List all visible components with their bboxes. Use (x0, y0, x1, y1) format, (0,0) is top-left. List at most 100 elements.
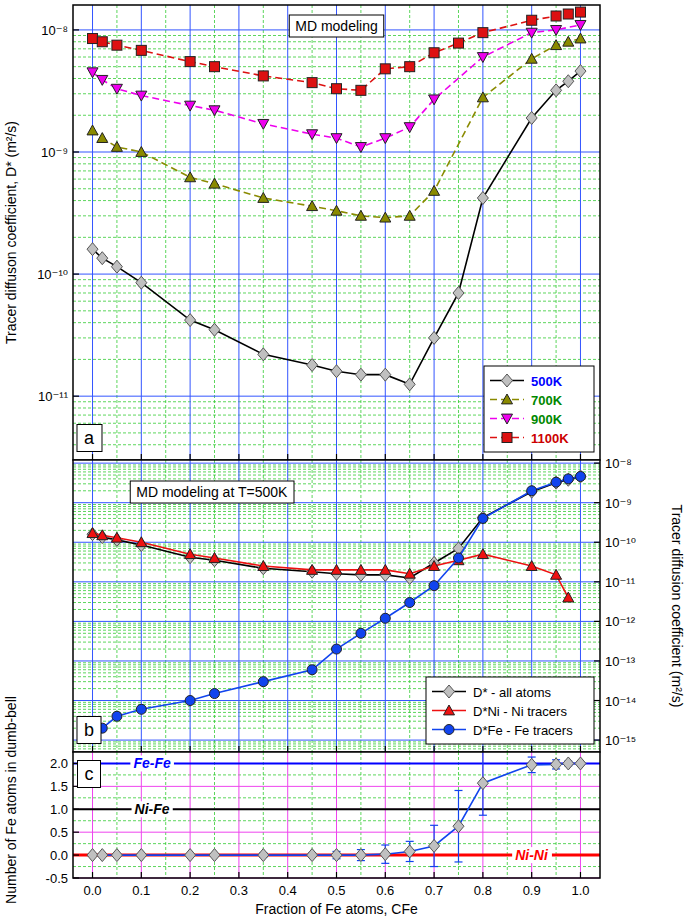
legend-label: D* - all atoms (473, 685, 552, 700)
legend-marker (502, 414, 513, 424)
grid-line (385, 460, 386, 752)
panel-title: MD modeling (295, 18, 377, 34)
tick (594, 739, 600, 740)
grid-line (336, 460, 337, 752)
grid-line (73, 542, 600, 543)
tick (482, 454, 483, 460)
data-point (551, 11, 561, 21)
tick (594, 463, 600, 464)
data-point (551, 477, 561, 487)
grid-line (287, 5, 288, 460)
data-point (210, 689, 220, 699)
data-point (209, 323, 220, 336)
error-cap (406, 861, 414, 862)
grid-line (482, 5, 483, 460)
tick (531, 454, 532, 460)
tick (141, 746, 142, 752)
axis-title: Tracer diffusion coefficient (m²/s) (669, 505, 685, 708)
data-point (87, 528, 98, 538)
legend: D* - all atomsD*Ni - Ni tracersD*Fe - Fe… (426, 677, 594, 744)
data-point (575, 470, 586, 483)
grid-line (73, 463, 600, 464)
legend-label: 700K (531, 393, 563, 408)
data-point (355, 849, 366, 862)
label-box (78, 761, 101, 788)
panel-letter: b (84, 720, 94, 740)
label-background (512, 847, 552, 863)
label-box (130, 481, 294, 503)
tick (594, 700, 600, 701)
tick-label: 0.0 (83, 883, 101, 898)
series-line (93, 39, 581, 218)
tick (92, 454, 93, 460)
tick (73, 877, 79, 878)
grid (73, 5, 600, 460)
data-point (477, 191, 488, 204)
grid-line (73, 786, 600, 787)
data-point (307, 78, 317, 88)
tick (287, 872, 288, 878)
legend-marker (502, 394, 513, 404)
data-point (87, 68, 98, 78)
error-cap (479, 815, 487, 816)
data-point (575, 471, 585, 481)
grid-line (287, 460, 288, 752)
tick (190, 872, 191, 878)
error-cap (430, 825, 438, 826)
grid-line (141, 5, 142, 460)
data-point (429, 561, 440, 571)
data-point (526, 28, 537, 38)
data-point (258, 849, 269, 862)
data-point (258, 71, 268, 81)
tick (238, 454, 239, 460)
data-point (453, 38, 463, 48)
data-point (209, 106, 220, 116)
data-area (73, 752, 600, 867)
tick-label: 0.6 (376, 883, 394, 898)
data-point (97, 252, 108, 265)
data-point (136, 704, 146, 714)
data-point (356, 85, 366, 95)
error-cap (528, 756, 536, 757)
tick-label: 0.1 (132, 883, 150, 898)
label-background (130, 755, 174, 771)
tick (594, 621, 600, 622)
data-point (551, 26, 562, 36)
legend-marker (502, 374, 513, 387)
series-line (93, 533, 569, 597)
data-point (185, 696, 195, 706)
tick (482, 872, 483, 878)
label-box (77, 425, 102, 452)
grid-line (73, 152, 600, 153)
tick (73, 854, 79, 855)
data-point (526, 758, 537, 771)
data-point (380, 848, 391, 861)
data-area (87, 7, 586, 391)
data-point (258, 677, 268, 687)
data-point (404, 378, 415, 391)
data-point (527, 15, 537, 25)
legend: 500K700K900K1100K (484, 366, 594, 452)
tick-label: 1.0 (50, 802, 68, 817)
data-point (563, 75, 574, 88)
label-box (289, 15, 383, 37)
data-point (527, 486, 537, 496)
data-point (185, 849, 196, 862)
data-point (477, 777, 488, 790)
minor-grid-line (409, 5, 410, 460)
data-point (526, 53, 537, 63)
data-point (331, 365, 342, 378)
minor-grid-line (458, 5, 459, 460)
data-point (210, 62, 220, 72)
data-point (97, 530, 108, 540)
minor-grid-line (116, 5, 117, 460)
plot-background (73, 460, 600, 752)
tick (336, 746, 337, 752)
error-cap (381, 844, 389, 845)
tick (141, 872, 142, 878)
legend-marker (444, 705, 455, 715)
data-point (209, 553, 220, 563)
minor-grid-line (507, 752, 508, 878)
data-point (563, 473, 574, 486)
tick-label: 10⁻¹⁰ (605, 535, 636, 550)
